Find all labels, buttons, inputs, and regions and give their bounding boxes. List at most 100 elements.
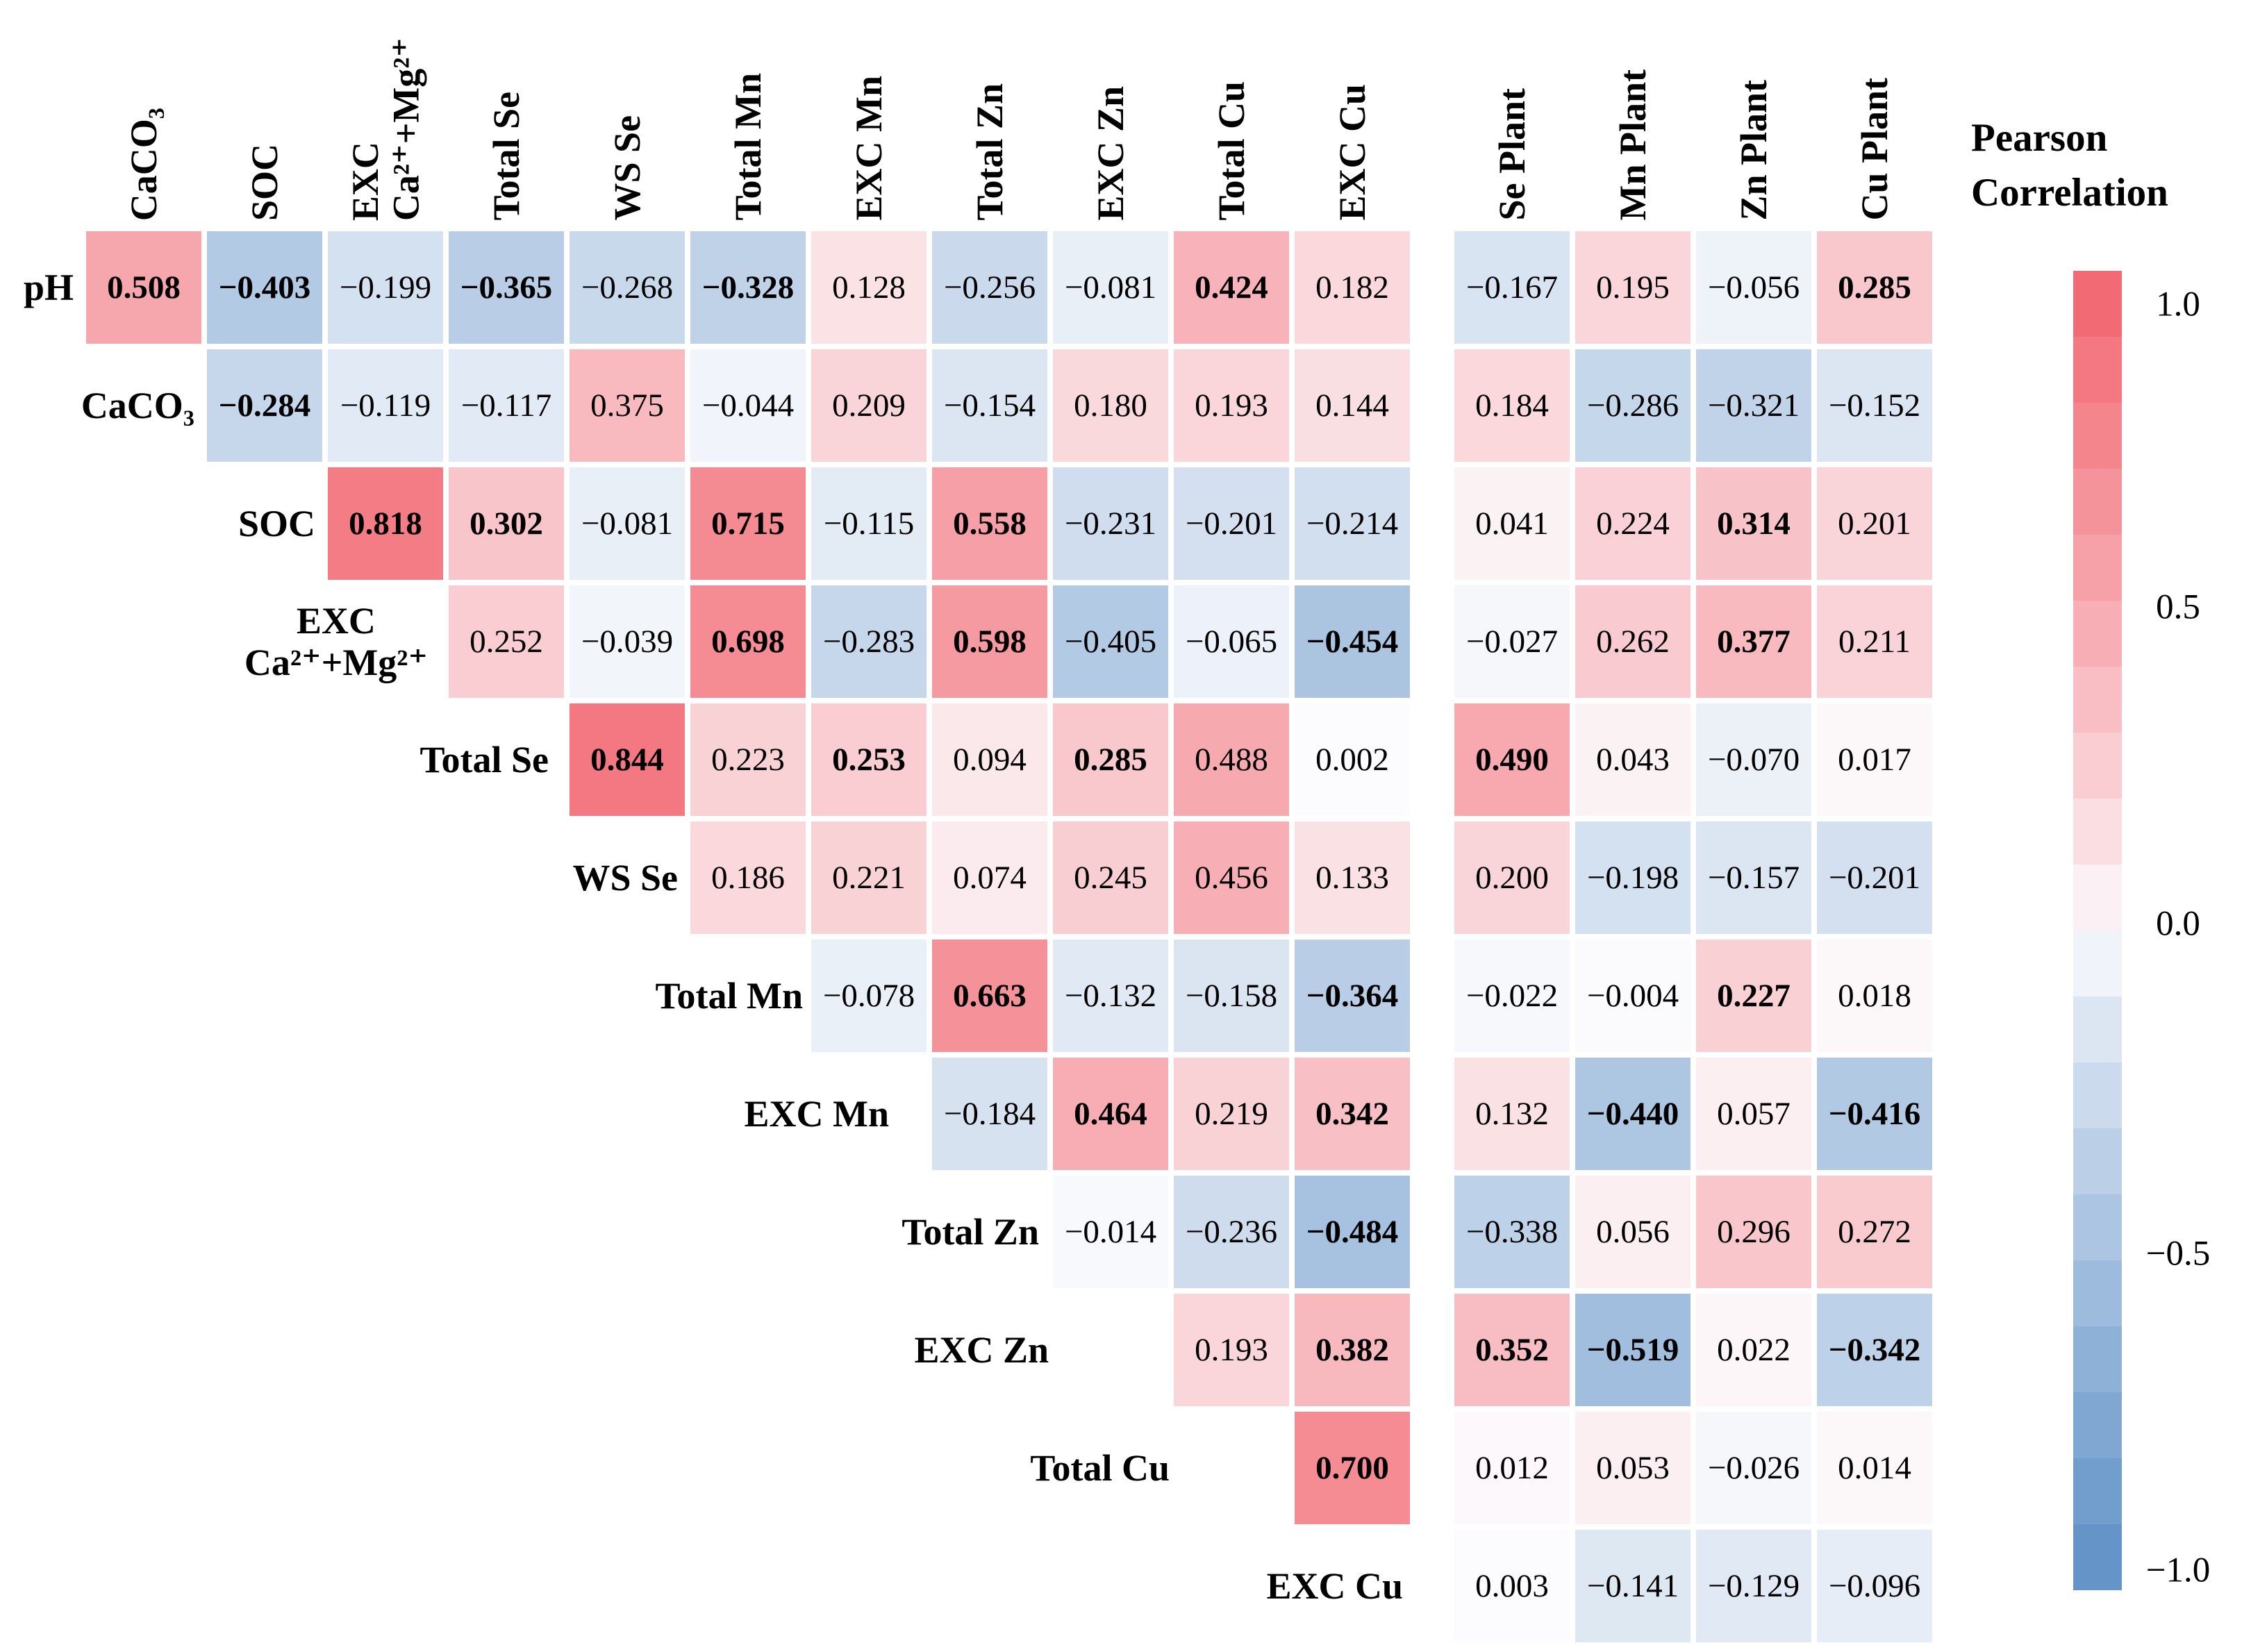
matrix-cell: −0.154 [932, 349, 1047, 462]
colorbar-segment [2073, 1458, 2122, 1524]
colorbar-tick-label: −1.0 [2145, 1551, 2211, 1590]
matrix-cell: −0.405 [1053, 585, 1168, 698]
matrix-cell: −0.519 [1575, 1294, 1691, 1406]
matrix-cell: −0.403 [207, 231, 322, 344]
matrix-cell: 0.193 [1174, 349, 1289, 462]
matrix-cell: 0.195 [1575, 231, 1691, 344]
matrix-cell: 0.094 [932, 703, 1047, 816]
matrix-cell: 0.285 [1053, 703, 1168, 816]
matrix-cell: −0.198 [1575, 821, 1691, 934]
matrix-cell: −0.328 [690, 231, 806, 344]
matrix-cell: 0.698 [690, 585, 806, 698]
matrix-cell: −0.115 [811, 467, 927, 580]
column-header: EXC Ca²⁺+Mg²⁺ [328, 0, 443, 221]
row-label: Total Mn [655, 974, 803, 1017]
matrix-cell: 0.074 [932, 821, 1047, 934]
matrix-cell: −0.201 [1817, 821, 1932, 934]
matrix-cell: 0.186 [690, 821, 806, 934]
matrix-cell: −0.365 [449, 231, 564, 344]
column-header: Se Plant [1454, 0, 1570, 221]
matrix-cell: −0.167 [1454, 231, 1570, 344]
matrix-cell: 0.296 [1696, 1176, 1811, 1288]
column-header: WS Se [570, 0, 685, 221]
matrix-cell: −0.286 [1575, 349, 1691, 462]
colorbar-segment [2073, 535, 2122, 601]
matrix-cell: −0.132 [1053, 940, 1168, 1052]
column-header: Mn Plant [1575, 0, 1691, 221]
matrix-cell: −0.157 [1696, 821, 1811, 934]
matrix-cell: 0.128 [811, 231, 927, 344]
colorbar-segment [2073, 271, 2122, 337]
matrix-cell: 0.818 [328, 467, 443, 580]
column-header: Total Zn [932, 0, 1047, 221]
matrix-cell: −0.152 [1817, 349, 1932, 462]
matrix-cell: −0.364 [1295, 940, 1410, 1052]
matrix-cell: 0.252 [449, 585, 564, 698]
matrix-cell: 0.219 [1174, 1058, 1289, 1170]
matrix-cell: 0.224 [1575, 467, 1691, 580]
matrix-cell: 0.200 [1454, 821, 1570, 934]
colorbar-segment [2073, 931, 2122, 996]
matrix-cell: 0.003 [1454, 1530, 1570, 1642]
matrix-cell: 0.227 [1696, 940, 1811, 1052]
column-header: EXC Mn [811, 0, 927, 221]
matrix-cell: 0.464 [1053, 1058, 1168, 1170]
matrix-cell: −0.026 [1696, 1412, 1811, 1524]
matrix-cell: 0.209 [811, 349, 927, 462]
matrix-cell: 0.245 [1053, 821, 1168, 934]
colorbar-segment [2073, 469, 2122, 535]
matrix-cell: −0.044 [690, 349, 806, 462]
colorbar-segment [2073, 1392, 2122, 1458]
matrix-cell: 0.508 [86, 231, 201, 344]
matrix-cell: 0.133 [1295, 821, 1410, 934]
column-header: SOC [207, 0, 322, 221]
column-header: Total Mn [690, 0, 806, 221]
row-label: SOC [238, 502, 315, 544]
matrix-cell: −0.484 [1295, 1176, 1410, 1288]
matrix-cell: −0.141 [1575, 1530, 1691, 1642]
colorbar-segment [2073, 1062, 2122, 1128]
column-header-label: Total Mn [726, 73, 769, 221]
matrix-cell: −0.284 [207, 349, 322, 462]
column-header-label: SOC [243, 143, 285, 221]
matrix-cell: 0.456 [1174, 821, 1289, 934]
matrix-cell: 0.598 [932, 585, 1047, 698]
matrix-cell: 0.700 [1295, 1412, 1410, 1524]
column-header-label: CaCO₃ [122, 107, 165, 221]
row-label: pH [23, 266, 74, 308]
matrix-cell: 0.314 [1696, 467, 1811, 580]
matrix-cell: 0.558 [932, 467, 1047, 580]
matrix-cell: −0.039 [570, 585, 685, 698]
legend-title-line1: Pearson [1971, 116, 2108, 160]
matrix-cell: −0.321 [1696, 349, 1811, 462]
column-header-label: EXC Zn [1089, 86, 1131, 221]
column-header-label: WS Se [606, 115, 648, 221]
row-label: Total Se [420, 738, 549, 781]
column-header-label: Zn Plant [1732, 80, 1775, 221]
column-header: Total Se [449, 0, 564, 221]
row-label: Total Cu [1030, 1446, 1170, 1489]
colorbar-segment [2073, 1194, 2122, 1260]
matrix-cell: 0.211 [1817, 585, 1932, 698]
colorbar [2073, 271, 2122, 1590]
matrix-cell: 0.041 [1454, 467, 1570, 580]
row-label: EXC Zn [914, 1328, 1049, 1371]
column-header: Cu Plant [1817, 0, 1932, 221]
colorbar-segment [2073, 1128, 2122, 1194]
colorbar-tick-label: 1.0 [2156, 285, 2200, 324]
column-header-label: Se Plant [1490, 88, 1533, 221]
column-header-label: Total Se [485, 92, 527, 221]
colorbar-segment [2073, 403, 2122, 469]
matrix-cell: −0.283 [811, 585, 927, 698]
legend-title-line2: Correlation [1971, 170, 2168, 215]
colorbar-segment [2073, 1524, 2122, 1590]
column-header-label: Mn Plant [1611, 69, 1654, 221]
matrix-cell: −0.078 [811, 940, 927, 1052]
matrix-cell: −0.117 [449, 349, 564, 462]
row-label: EXC Ca²⁺+Mg²⁺ [244, 599, 428, 683]
matrix-cell: −0.065 [1174, 585, 1289, 698]
row-label: CaCO₃ [81, 384, 194, 426]
column-header: CaCO₃ [86, 0, 201, 221]
matrix-cell: 0.272 [1817, 1176, 1932, 1288]
matrix-cell: 0.201 [1817, 467, 1932, 580]
